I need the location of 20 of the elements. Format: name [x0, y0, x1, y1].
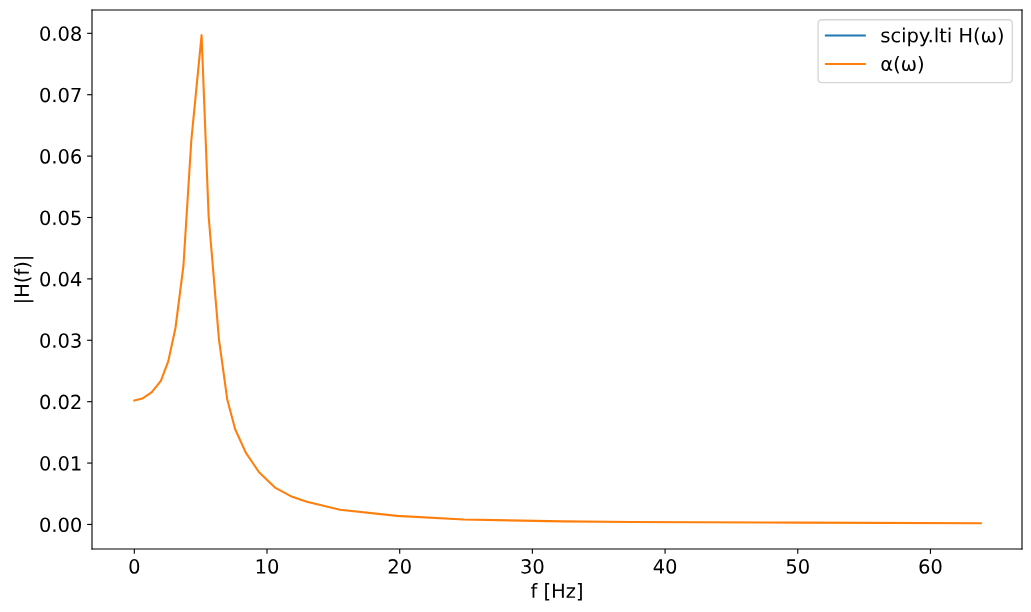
- y-tick-label: 0.07: [40, 87, 81, 103]
- x-tick-label: 60: [919, 559, 942, 574]
- y-tick-label: 0.03: [40, 333, 81, 348]
- y-tick-label: 0.01: [40, 456, 81, 471]
- y-tick-label: 0.06: [40, 149, 82, 164]
- y-tick-label: 0.04: [40, 271, 82, 287]
- x-tick-label: 40: [653, 559, 677, 574]
- x-axis-title: f [Hz]: [530, 583, 582, 601]
- x-tick-label: 50: [786, 559, 809, 574]
- x-tick-label: 0: [129, 559, 140, 574]
- legend-label: α(ω): [881, 56, 923, 74]
- y-tick-label: 0.05: [40, 210, 81, 226]
- y-axis-title: |H(f)|: [13, 257, 34, 302]
- y-tick-label: 0.08: [40, 26, 81, 41]
- y-tick-label: 0.02: [40, 394, 81, 410]
- legend-label: scipy.lti H(ω): [881, 27, 1003, 47]
- x-tick-label: 30: [521, 559, 544, 574]
- y-tick-label: 0.00: [40, 517, 81, 533]
- x-tick-label: 10: [256, 559, 279, 574]
- x-tick-label: 20: [388, 559, 411, 574]
